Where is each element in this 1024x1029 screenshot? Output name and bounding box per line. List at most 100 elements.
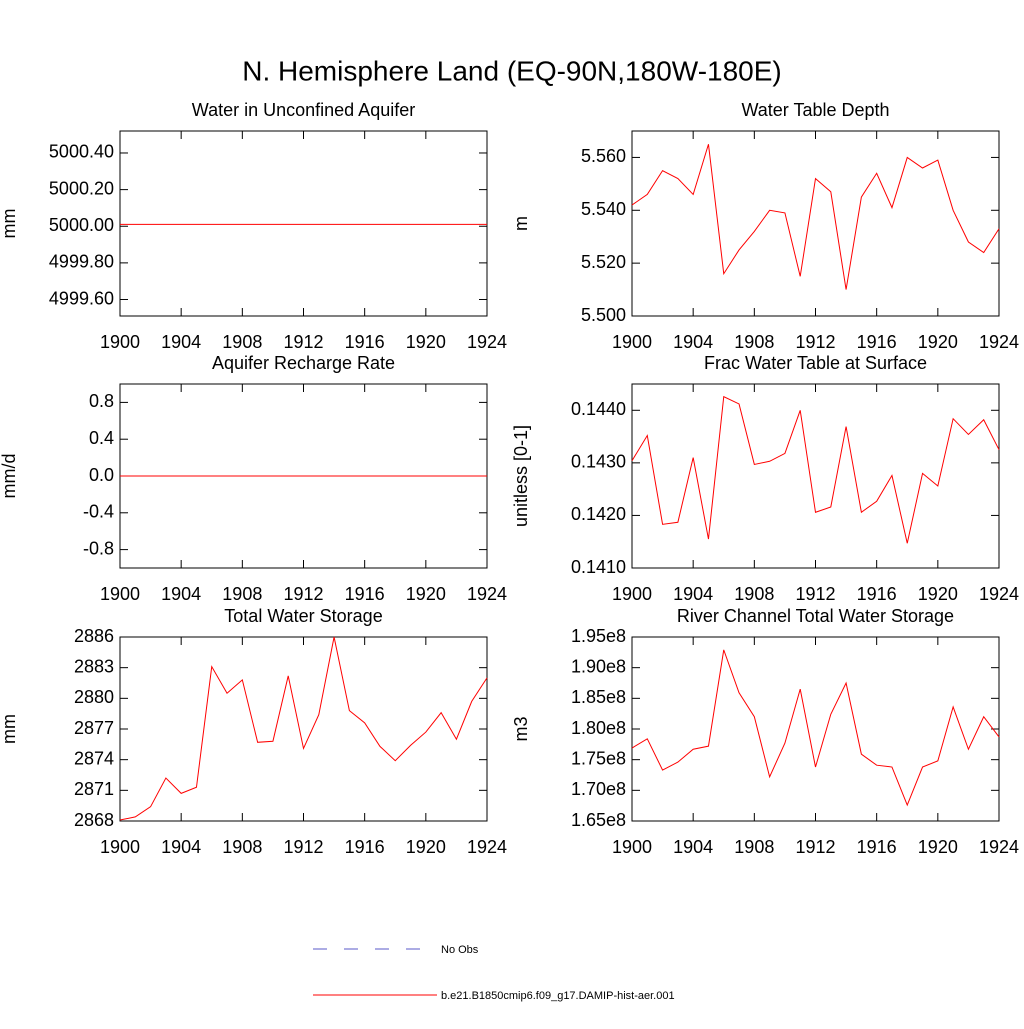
data-line — [119, 636, 488, 821]
x-tick-label: 1916 — [857, 837, 897, 857]
x-tick-label: 1916 — [345, 584, 385, 604]
panel-title: Water in Unconfined Aquifer — [192, 100, 415, 120]
y-tick-label: 4999.60 — [49, 288, 114, 308]
x-tick-label: 1908 — [222, 837, 262, 857]
x-tick-label: 1920 — [406, 837, 446, 857]
y-tick-label: 0.8 — [89, 391, 114, 411]
x-tick-label: 1908 — [734, 332, 774, 352]
plot-frame — [631, 383, 1000, 569]
x-tick-label: 1920 — [918, 837, 958, 857]
x-tick-label: 1912 — [795, 584, 835, 604]
y-tick-label: 4999.80 — [49, 252, 114, 272]
y-tick-label: 1.85e8 — [571, 687, 626, 707]
y-tick-label: 1.65e8 — [571, 810, 626, 830]
y-axis-label: mm — [0, 714, 19, 744]
y-tick-label: 0.1410 — [571, 557, 626, 577]
y-tick-label: 0.1430 — [571, 452, 626, 472]
y-axis-label: mm/d — [0, 454, 19, 499]
y-tick-label: 5.520 — [581, 252, 626, 272]
y-tick-label: -0.8 — [83, 538, 114, 558]
x-tick-label: 1920 — [918, 584, 958, 604]
x-tick-label: 1920 — [406, 332, 446, 352]
plot-frame — [119, 636, 488, 822]
x-tick-label: 1912 — [283, 584, 323, 604]
x-tick-label: 1904 — [161, 332, 201, 352]
y-tick-label: 2880 — [74, 687, 114, 707]
panel-title: Frac Water Table at Surface — [704, 353, 927, 373]
y-tick-label: 5000.00 — [49, 215, 114, 235]
legend-label: b.e21.B1850cmip6.f09_g17.DAMIP-hist-aer.… — [441, 990, 675, 1002]
x-tick-label: 1912 — [283, 837, 323, 857]
y-axis-label: m3 — [511, 716, 531, 741]
x-tick-label: 1904 — [673, 332, 713, 352]
data-line — [631, 395, 1000, 544]
x-tick-label: 1900 — [100, 584, 140, 604]
panel-title: River Channel Total Water Storage — [677, 606, 954, 626]
y-tick-label: 1.70e8 — [571, 779, 626, 799]
x-tick-label: 1924 — [979, 584, 1019, 604]
y-tick-label: 0.4 — [89, 428, 114, 448]
legend-label: No Obs — [441, 944, 479, 956]
y-tick-label: 1.80e8 — [571, 718, 626, 738]
x-tick-label: 1900 — [612, 837, 652, 857]
x-tick-label: 1904 — [673, 837, 713, 857]
y-tick-label: 2871 — [74, 779, 114, 799]
y-tick-label: 2886 — [74, 626, 114, 646]
x-tick-label: 1900 — [612, 584, 652, 604]
x-tick-label: 1924 — [467, 837, 507, 857]
x-tick-label: 1900 — [612, 332, 652, 352]
panel-title: Aquifer Recharge Rate — [212, 353, 395, 373]
plot-frame — [631, 636, 1000, 822]
data-line — [631, 649, 1000, 807]
y-tick-label: 2883 — [74, 656, 114, 676]
y-tick-label: 0.1420 — [571, 504, 626, 524]
x-tick-label: 1924 — [979, 837, 1019, 857]
x-tick-label: 1916 — [345, 332, 385, 352]
figure-title: N. Hemisphere Land (EQ-90N,180W-180E) — [242, 55, 782, 86]
panel-title: Water Table Depth — [741, 100, 889, 120]
x-tick-label: 1900 — [100, 837, 140, 857]
x-tick-label: 1904 — [673, 584, 713, 604]
x-tick-label: 1920 — [918, 332, 958, 352]
x-tick-label: 1904 — [161, 584, 201, 604]
x-tick-label: 1920 — [406, 584, 446, 604]
y-tick-label: 1.90e8 — [571, 656, 626, 676]
x-tick-label: 1912 — [795, 332, 835, 352]
y-axis-label: m — [511, 216, 531, 231]
x-tick-label: 1900 — [100, 332, 140, 352]
plot-frame — [631, 130, 1000, 317]
y-tick-label: -0.4 — [83, 502, 114, 522]
plot-frame — [119, 130, 488, 317]
y-tick-label: 2877 — [74, 718, 114, 738]
panel-title: Total Water Storage — [224, 606, 382, 626]
x-tick-label: 1904 — [161, 837, 201, 857]
y-tick-label: 1.75e8 — [571, 748, 626, 768]
x-tick-label: 1908 — [734, 837, 774, 857]
y-tick-label: 5.500 — [581, 305, 626, 325]
y-tick-label: 5.540 — [581, 199, 626, 219]
x-tick-label: 1916 — [857, 332, 897, 352]
y-tick-label: 0.1440 — [571, 399, 626, 419]
x-tick-label: 1908 — [734, 584, 774, 604]
data-line — [631, 144, 1000, 290]
y-axis-label: unitless [0-1] — [511, 425, 531, 527]
x-tick-label: 1924 — [467, 584, 507, 604]
x-tick-label: 1924 — [467, 332, 507, 352]
y-tick-label: 5000.20 — [49, 178, 114, 198]
x-tick-label: 1908 — [222, 332, 262, 352]
x-tick-label: 1908 — [222, 584, 262, 604]
x-tick-label: 1912 — [283, 332, 323, 352]
y-axis-label: mm — [0, 209, 19, 239]
x-tick-label: 1916 — [857, 584, 897, 604]
y-tick-label: 0.0 — [89, 465, 114, 485]
y-tick-label: 5000.40 — [49, 142, 114, 162]
y-tick-label: 2868 — [74, 810, 114, 830]
x-tick-label: 1912 — [795, 837, 835, 857]
y-tick-label: 1.95e8 — [571, 626, 626, 646]
x-tick-label: 1924 — [979, 332, 1019, 352]
x-tick-label: 1916 — [345, 837, 385, 857]
y-tick-label: 5.560 — [581, 146, 626, 166]
y-tick-label: 2874 — [74, 748, 114, 768]
